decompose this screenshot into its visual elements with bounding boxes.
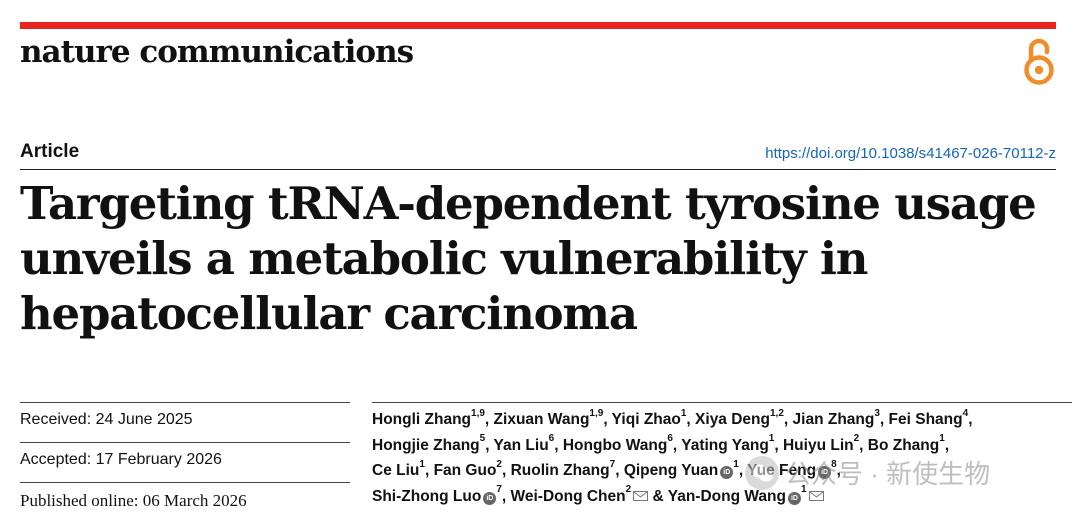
author-name[interactable]: Wei-Dong Chen — [510, 487, 626, 505]
journal-name[interactable]: nature communications — [20, 34, 414, 70]
author-name[interactable]: Bo Zhang — [867, 436, 940, 454]
author-name[interactable]: Huiyu Lin — [782, 436, 854, 454]
orcid-icon[interactable]: iD — [818, 466, 832, 479]
published-row: Published online: 06 March 2026 — [20, 482, 350, 522]
affiliation-marker: 1 — [800, 484, 807, 496]
affiliation-marker: 1 — [419, 458, 425, 470]
author-name[interactable]: Fei Shang — [888, 411, 963, 428]
watermark-text: 公众号 · 新使生物 — [785, 459, 991, 489]
author-name[interactable]: Hongjie Zhang — [372, 436, 480, 454]
orcid-icon[interactable]: iD — [720, 466, 734, 479]
affiliation-marker: 6 — [667, 433, 673, 445]
author-name[interactable]: Jian Zhang — [792, 411, 875, 428]
received-row: Received: 24 June 2025 — [20, 402, 350, 442]
author-name[interactable]: Shi-Zhong Luo — [372, 487, 482, 505]
title-line: unveils a metabolic vulnerability in — [20, 232, 868, 285]
author-name[interactable]: Zixuan Wang — [493, 411, 590, 428]
author-name[interactable]: Hongbo Wang — [562, 436, 668, 454]
email-icon[interactable] — [808, 490, 824, 501]
received-date: Received: 24 June 2025 — [20, 411, 193, 428]
orcid-icon[interactable]: iD — [483, 491, 497, 505]
article-type: Article — [20, 141, 80, 162]
journal-accent-bar — [20, 22, 1056, 29]
open-access-lock-icon — [1024, 38, 1054, 85]
header-divider — [20, 169, 1056, 170]
doi-link[interactable]: https://doi.org/10.1038/s41467-026-70112… — [765, 145, 1056, 162]
accepted-date: Accepted: 17 February 2026 — [20, 451, 222, 468]
affiliation-marker: 1 — [768, 433, 775, 445]
article-title: Targeting tRNA-dependent tyrosine usage … — [20, 176, 1060, 341]
author-name[interactable]: Qipeng Yuan — [623, 462, 719, 479]
affiliation-marker: 2 — [496, 458, 502, 470]
author-line: Hongli Zhang1,9, Zixuan Wang1,9, Yiqi Zh… — [372, 407, 973, 428]
author-list: Hongli Zhang1,9, Zixuan Wang1,9, Yiqi Zh… — [372, 402, 1072, 509]
affiliation-marker: 1 — [680, 407, 687, 419]
affiliation-marker: 1,9 — [589, 407, 604, 419]
affiliation-marker: 1 — [733, 458, 739, 470]
affiliation-marker: 7 — [609, 458, 616, 470]
author-name[interactable]: Ce Liu — [372, 462, 420, 479]
author-line: Shi-Zhong Luo iD7, Wei-Dong Chen2 & Yan-D… — [372, 484, 1072, 510]
published-date: Published online: 06 March 2026 — [20, 491, 247, 510]
title-line: hepatocellular carcinoma — [20, 287, 638, 340]
publication-dates: Received: 24 June 2025 Accepted: 17 Febr… — [20, 402, 350, 522]
affiliation-marker: 1,2 — [770, 407, 784, 419]
author-name[interactable]: Xiya Deng — [695, 411, 770, 428]
affiliation-marker: 1,9 — [471, 407, 485, 419]
author-name[interactable]: Ruolin Zhang — [510, 462, 610, 479]
accepted-row: Accepted: 17 February 2026 — [20, 442, 350, 482]
author-name[interactable]: Fan Guo — [433, 462, 497, 479]
affiliation-marker: 8 — [831, 458, 837, 470]
email-icon[interactable] — [633, 490, 649, 501]
author-name[interactable]: Yan-Dong Wang — [667, 487, 786, 505]
affiliation-marker: 7 — [496, 484, 502, 496]
affiliation-marker: 2 — [625, 484, 632, 496]
affiliation-marker: 4 — [962, 407, 969, 419]
affiliation-marker: 5 — [479, 433, 486, 445]
author-name[interactable]: Yiqi Zhao — [611, 411, 681, 428]
watermark: 公众号 · 新使生物 — [745, 454, 990, 491]
author-name[interactable]: Hongli Zhang — [372, 411, 472, 428]
author-line: Hongjie Zhang5, Yan Liu6, Hongbo Wang6, … — [372, 433, 950, 454]
wechat-logo-icon — [745, 455, 779, 490]
affiliation-marker: 2 — [853, 433, 860, 445]
author-name[interactable]: Yan Liu — [493, 436, 549, 454]
author-line: Ce Liu1, Fan Guo2, Ruolin Zhang7, Qipeng… — [372, 458, 841, 479]
affiliation-marker: 6 — [548, 433, 555, 445]
orcid-icon[interactable]: iD — [787, 491, 801, 505]
affiliation-marker: 1 — [939, 433, 945, 445]
affiliation-marker: 3 — [874, 407, 880, 419]
title-line: Targeting tRNA-dependent tyrosine usage — [20, 177, 1037, 230]
author-name[interactable]: Yating Yang — [681, 436, 769, 454]
